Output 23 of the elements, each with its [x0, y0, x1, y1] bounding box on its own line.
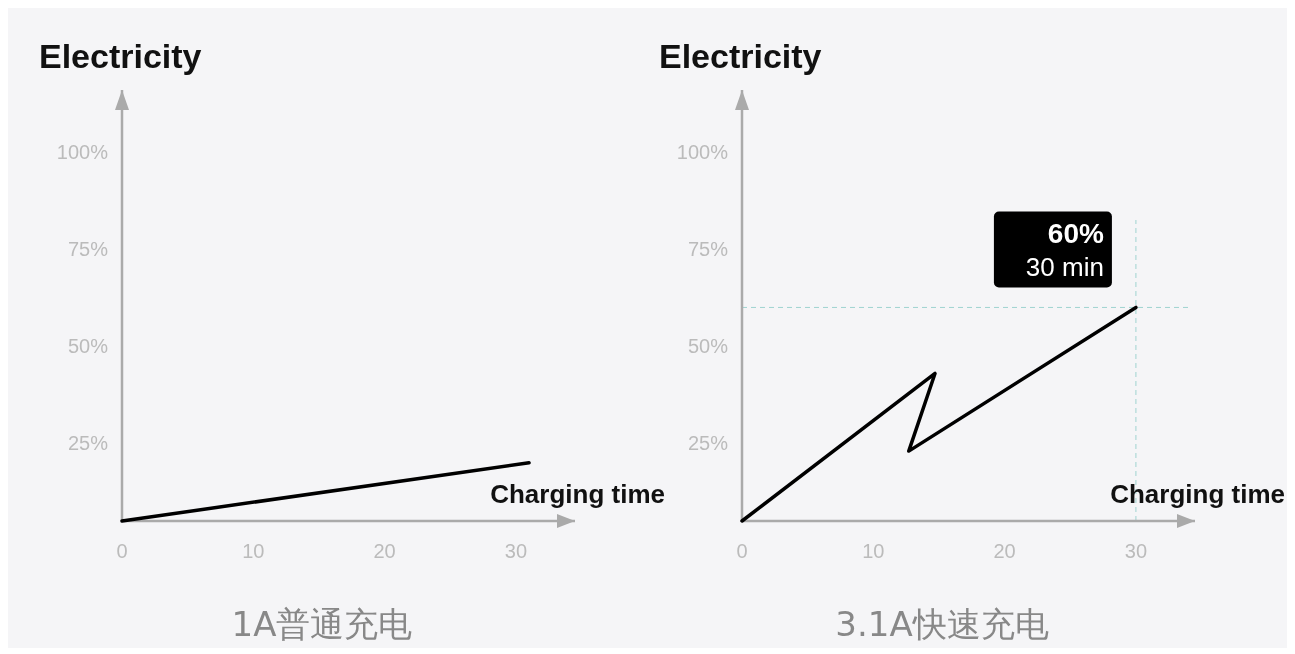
y-tick-label: 25% — [687, 432, 729, 455]
y-tick-label: 50% — [67, 335, 109, 358]
y-tick-label: 75% — [687, 238, 729, 261]
x-tick-label: 20 — [993, 540, 1016, 562]
x-tick-label: 10 — [242, 540, 265, 562]
y-tick-label: 75% — [67, 238, 109, 261]
y-tick-label: 100% — [676, 141, 729, 164]
x-tick-label: 10 — [862, 540, 885, 562]
x-tick-label: 0 — [736, 540, 748, 562]
x-axis-title: Charging time — [490, 479, 665, 509]
x-axis-title: Charging time — [1110, 479, 1285, 509]
x-tick-label: 30 — [504, 540, 528, 562]
text: 1A普通充电 — [231, 604, 413, 644]
x-tick-label: 30 — [1124, 540, 1148, 562]
x-tick-label: 20 — [373, 540, 396, 562]
y-axis-title: Electricity — [659, 37, 822, 75]
y-tick-label: 50% — [687, 335, 729, 358]
y-axis-title: Electricity — [39, 37, 202, 75]
annotation: 60% 30 min — [1025, 218, 1105, 283]
text: 3.1A快速充电 — [835, 604, 1049, 644]
y-tick-label: 100% — [56, 141, 109, 164]
y-tick-label: 25% — [67, 432, 109, 455]
x-tick-label: 0 — [116, 540, 128, 562]
